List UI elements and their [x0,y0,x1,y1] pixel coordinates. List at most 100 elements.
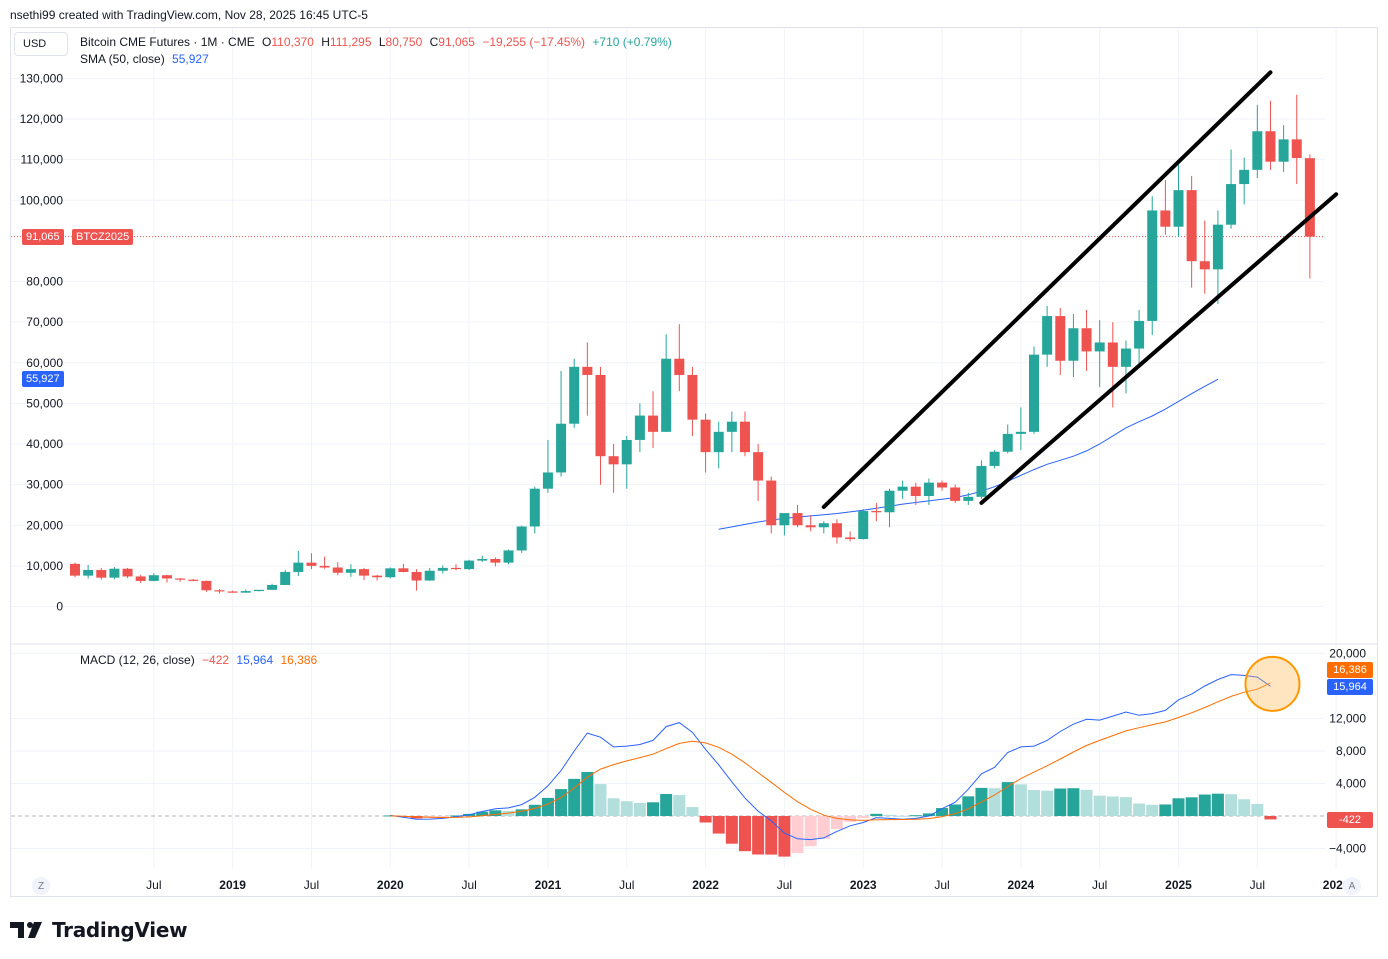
macd-histogram-bar [817,816,830,839]
candle-body [372,575,383,578]
candle-body [648,415,659,432]
zoom-button[interactable]: Z [32,877,50,895]
macd-histogram-bar [1185,797,1198,816]
candle-body [1160,210,1171,227]
price-axis-label: 70,000 [26,315,63,329]
macd-histogram-bar [830,816,843,829]
candle-body [516,526,527,551]
open-value: 110,370 [271,35,314,49]
candle-body [398,568,409,572]
candle-body [1134,320,1145,349]
candle-body [1199,261,1210,270]
price-axis-label: 0 [56,600,63,614]
time-axis-label: 2020 [377,878,404,892]
macd-histogram-bar [541,797,554,816]
candle-body [845,537,856,540]
price-axis-label: 50,000 [26,396,63,410]
time-axis-label: Jul [461,878,476,892]
macd-histogram-bar [555,789,568,816]
sma-label[interactable]: SMA (50, close) [80,52,165,66]
candle-body [1120,348,1131,367]
time-axis-label: Jul [619,878,634,892]
candle-body [595,374,606,457]
candle-body [280,571,291,585]
extra-change-value: +710 (+0.79%) [592,35,672,49]
time-axis-label: Jul [1250,878,1265,892]
candle-body [976,465,987,497]
macd-histogram-bar [568,778,581,816]
auto-scale-button[interactable]: A [1343,877,1361,895]
macd-line-tag: 15,964 [1327,679,1373,695]
candle-body [70,563,80,576]
candle-body [332,567,343,573]
macd-histogram-bar [594,784,607,816]
macd-histogram-bar [712,816,725,834]
macd-histogram-bar [581,771,594,816]
sma-price-tag: 55,927 [22,371,64,387]
candle-body [1055,316,1066,361]
macd-histogram-bar [673,795,686,816]
candle-body [963,496,974,501]
candle-body [135,576,146,581]
candle-body [739,421,750,453]
chart-frame [10,27,1378,897]
time-axis-label: Jul [146,878,161,892]
candle-body [700,419,711,453]
macd-histogram-bar [738,816,751,852]
candle-body [871,511,882,513]
macd-histogram-bar [384,815,397,817]
macd-histogram-bar [765,816,778,855]
brand-name: TradingView [52,918,188,942]
candle-body [884,490,895,513]
macd-histogram-bar [988,788,1001,816]
macd-histogram-bar [1238,799,1251,816]
sma-value: 55,927 [172,52,209,66]
macd-histogram-bar [1080,789,1093,816]
candle-body [1147,210,1158,321]
macd-histogram-bar [909,815,922,817]
candle-body [621,439,632,465]
macd-crossover-highlight [1244,655,1301,712]
macd-histogram-bar [778,816,791,857]
candle-body [161,575,172,579]
candle-body [726,421,737,432]
macd-histogram-bar [844,816,857,822]
price-axis-label: 130,000 [20,71,64,85]
channel-upper-trendline [821,70,1273,509]
price-axis-label: 20,000 [26,518,63,532]
high-value: 111,295 [329,35,372,49]
candle-body [385,568,396,578]
macd-histogram-bar [1264,816,1277,820]
time-axis-label: Jul [304,878,319,892]
price-axis-label: 120,000 [20,112,64,126]
candle-body [424,570,435,581]
macd-histogram-bar [1133,803,1146,816]
candle-body [1265,131,1276,162]
macd-hist-tag: -422 [1327,812,1373,828]
time-axis-label: Jul [777,878,792,892]
time-axis-label: 2023 [850,878,877,892]
candle-body [634,415,645,440]
candle-body [766,480,777,526]
macd-axis-label: 20,000 [1329,647,1366,661]
currency-button[interactable]: USD [14,32,68,56]
candle-body [1107,342,1118,367]
candle-body [950,487,961,501]
macd-histogram-bar [804,816,817,847]
candle-body [411,571,422,581]
macd-histogram-bar [1041,790,1054,816]
candle-body [753,452,764,481]
candle-body [529,488,540,527]
candle-body [608,456,619,465]
candle-body [1094,342,1105,352]
macd-histogram-bar [1014,784,1027,816]
macd-axis-label: −4,000 [1329,842,1366,856]
candle-body [910,486,921,497]
symbol-name[interactable]: Bitcoin CME Futures · 1M · CME [80,35,255,49]
macd-label[interactable]: MACD (12, 26, close) [80,653,195,667]
macd-line-value: 15,964 [236,653,274,667]
time-axis-label: 2022 [692,878,719,892]
candle-body [214,590,225,592]
candle-body [1015,431,1026,434]
